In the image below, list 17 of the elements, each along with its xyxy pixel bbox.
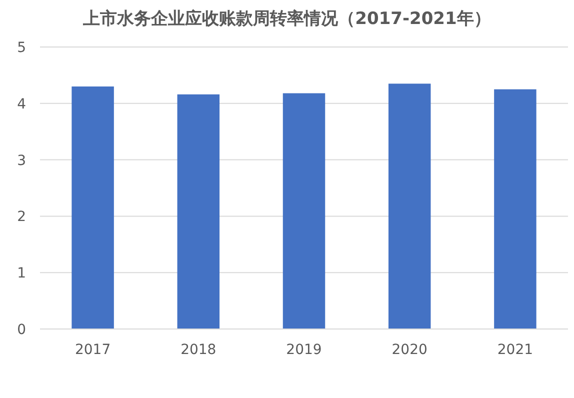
y-tick-label: 2 <box>17 209 26 226</box>
y-tick-label: 4 <box>17 96 26 112</box>
bar <box>177 94 220 329</box>
y-tick-label: 0 <box>17 322 26 338</box>
x-tick-label: 2021 <box>497 342 534 358</box>
bar <box>72 86 114 329</box>
x-tick-label: 2019 <box>286 342 322 358</box>
x-tick-label: 2020 <box>392 342 428 358</box>
x-tick-label: 2018 <box>180 342 216 358</box>
x-tick-label: 2017 <box>74 342 111 358</box>
y-tick-label: 3 <box>17 152 26 169</box>
bar <box>388 84 431 329</box>
bar <box>282 93 326 329</box>
bar <box>494 89 536 329</box>
y-tick-label: 1 <box>17 266 26 282</box>
chart-title: 上市水务企业应收账款周转率情况（2017-2021年） <box>82 9 491 29</box>
y-tick-label: 5 <box>17 40 26 56</box>
